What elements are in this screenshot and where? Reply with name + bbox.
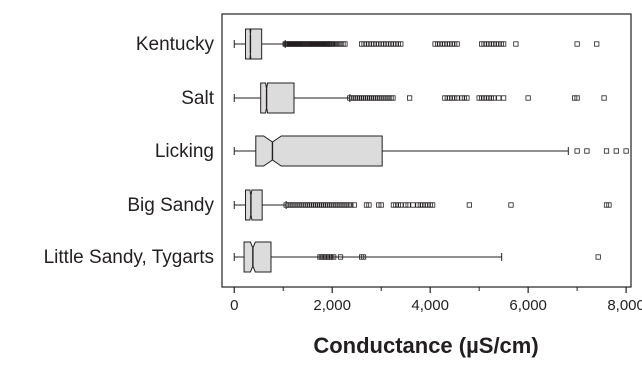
outlier-marker <box>407 95 413 101</box>
outlier-marker <box>464 95 470 101</box>
outlier-marker <box>601 95 607 101</box>
outlier-marker <box>337 254 344 260</box>
x-axis: 0 2,000 4,000 6,000 8,000 <box>230 287 642 314</box>
outlier-marker <box>584 148 590 154</box>
outlier-marker <box>574 41 580 47</box>
outlier-marker <box>623 148 629 154</box>
outlier-marker <box>342 41 348 47</box>
box-iqr <box>260 82 295 114</box>
outlier-marker <box>595 254 601 260</box>
plot-frame <box>221 13 632 288</box>
outlier-marker <box>513 41 519 47</box>
outlier-marker <box>331 254 337 260</box>
outlier-marker <box>454 41 460 47</box>
outlier-marker <box>466 202 472 208</box>
box-iqr <box>245 28 263 60</box>
outlier-marker <box>501 95 507 101</box>
box-iqr <box>255 135 383 167</box>
outlier-marker <box>348 202 354 208</box>
outlier-marker <box>410 202 416 208</box>
x-tick-label: 0 <box>230 297 238 314</box>
outlier-marker <box>496 95 502 101</box>
outlier-marker <box>378 202 384 208</box>
outlier-marker <box>603 148 610 154</box>
x-tick-label: 8,000 <box>607 297 642 314</box>
category-label-little-sandy-tygarts: Little Sandy, Tygarts <box>44 247 214 268</box>
category-label-big-sandy: Big Sandy <box>127 195 214 216</box>
box-iqr <box>243 241 272 273</box>
outlier-marker <box>405 202 411 208</box>
category-label-kentucky: Kentucky <box>136 34 215 55</box>
category-label-salt: Salt <box>181 88 214 109</box>
box-group-little-sandy-tygarts <box>233 241 601 273</box>
outlier-marker <box>430 202 436 208</box>
x-tick-label: 2,000 <box>313 297 351 314</box>
x-axis-title: Conductance (µS/cm) <box>313 333 538 358</box>
outlier-marker <box>574 148 580 154</box>
box-group-big-sandy <box>233 189 612 221</box>
box-group-kentucky <box>233 28 600 60</box>
boxes-layer <box>233 28 629 273</box>
box-group-licking <box>233 135 629 167</box>
outlier-marker <box>613 148 619 154</box>
outlier-marker <box>351 202 357 208</box>
outlier-marker <box>398 41 404 47</box>
outlier-marker <box>360 254 367 260</box>
outlier-marker <box>525 95 531 101</box>
outlier-marker <box>574 95 580 101</box>
x-tick-label: 4,000 <box>411 297 449 314</box>
outlier-marker <box>606 202 612 208</box>
category-labels: Kentucky Salt Licking Big Sandy Little S… <box>44 34 215 268</box>
outlier-marker <box>594 41 600 47</box>
box-iqr <box>245 189 263 221</box>
outlier-marker <box>366 202 372 208</box>
outlier-marker <box>491 95 497 101</box>
outlier-marker <box>390 95 396 101</box>
box-group-salt <box>233 82 607 114</box>
outlier-marker <box>454 95 460 101</box>
x-tick-label: 6,000 <box>509 297 547 314</box>
outlier-marker <box>508 202 514 208</box>
outlier-marker <box>501 41 507 47</box>
outlier-marker <box>398 202 404 208</box>
category-label-licking: Licking <box>155 141 214 162</box>
